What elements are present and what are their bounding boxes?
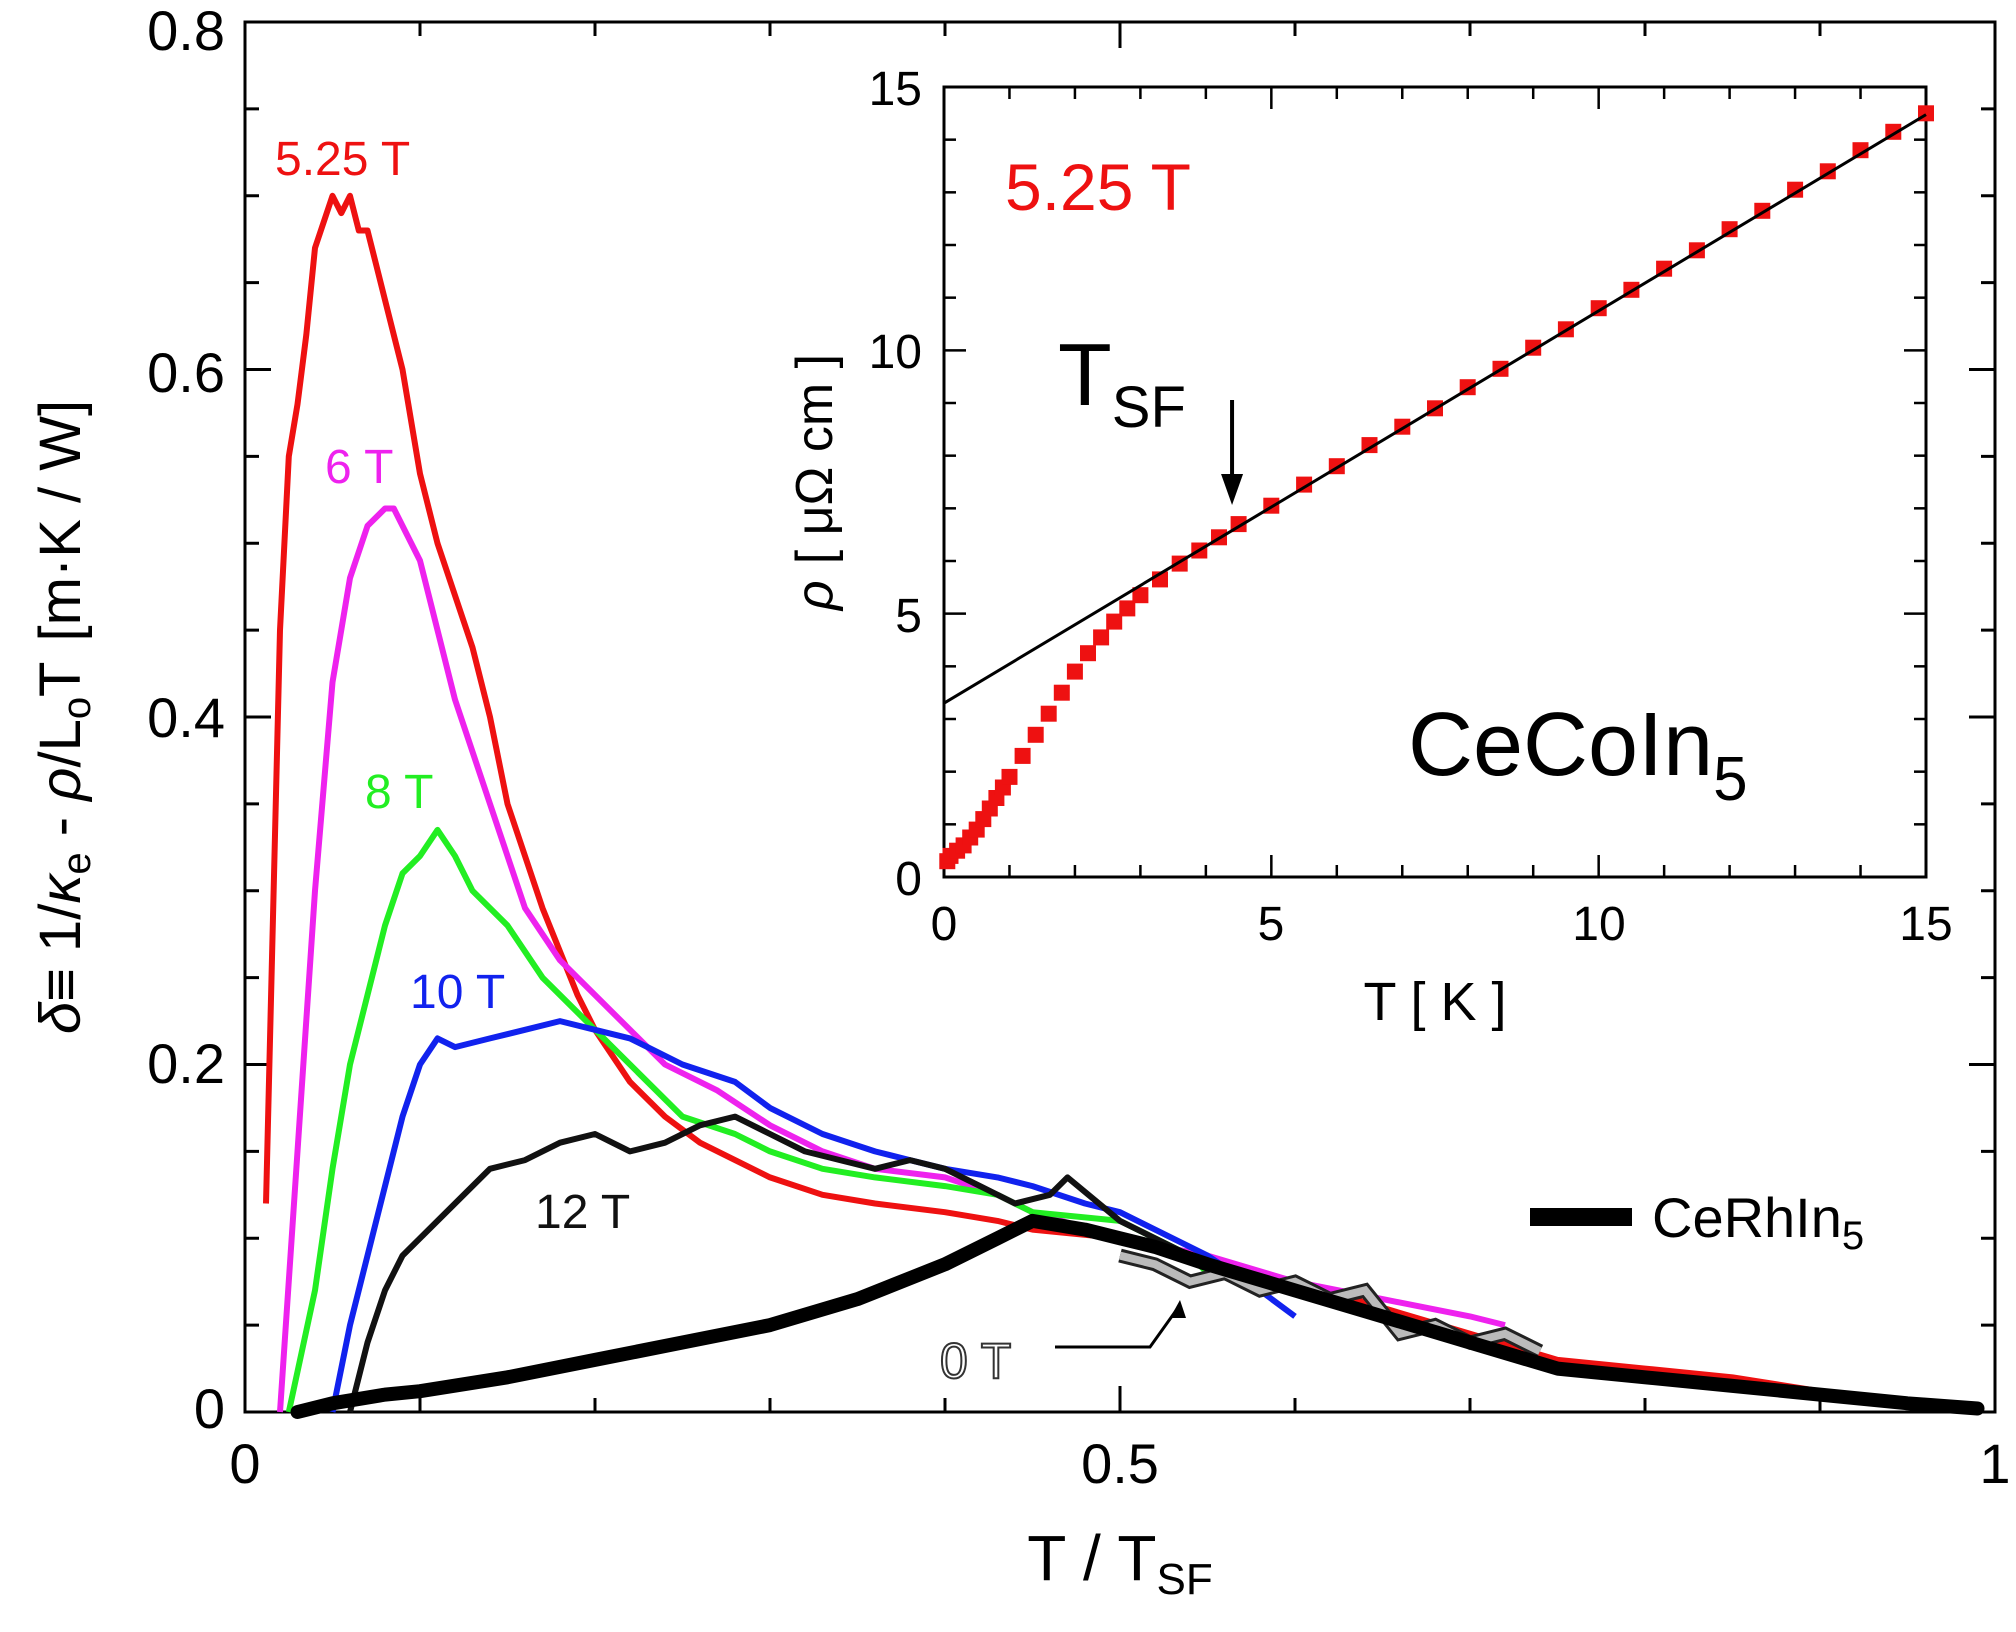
x-axis-label-sub: SF <box>1156 1555 1212 1604</box>
inset-material-label: CeCoIn5 <box>1408 695 1748 814</box>
inset-x-axis-label: T [ K ] <box>1363 972 1506 1032</box>
y-axis-label: δ≡ 1/κe - ρ/LoT[m·K / W] <box>28 400 99 1034</box>
x-axis-label: T / TSF <box>1027 1522 1212 1604</box>
inset-data-point <box>1119 600 1136 617</box>
series-label-8T: 8 T <box>365 766 433 819</box>
y-tick-label: 0.6 <box>147 341 225 404</box>
inset-plot: 0 5 10 15 0 5 10 15 T [ K ] ρ[ μΩ cm ] 5… <box>786 63 1953 1032</box>
inset-data-point <box>1066 663 1083 680</box>
inset-data-point <box>1027 726 1044 743</box>
main-series-group <box>263 192 1985 1419</box>
y-tick-label: 0.2 <box>147 1032 225 1095</box>
series-label-10T: 10 T <box>410 966 505 1019</box>
inset-y-tick-label: 0 <box>895 853 922 906</box>
inset-y-tick-label: 5 <box>895 590 922 643</box>
y-tick-label: 0.8 <box>147 0 225 62</box>
tsf-arrowhead <box>1221 474 1244 505</box>
inset-y-tick-label: 15 <box>869 63 922 116</box>
series-line-12-t <box>347 1113 1296 1413</box>
inset-data-point <box>1787 181 1804 198</box>
inset-field-label: 5.25 T <box>1005 150 1191 224</box>
series-label-5-25T: 5.25 T <box>275 133 410 186</box>
main-plot: 0 0.2 0.4 0.6 0.8 0 0.5 1 T / TSF δ≡ 1/κ… <box>28 0 2011 1604</box>
main-ticks <box>243 20 1997 1414</box>
series-label-12T: 12 T <box>535 1186 630 1239</box>
inset-data-point <box>1106 613 1123 630</box>
inset-x-tick-label: 0 <box>931 898 958 951</box>
x-tick-label: 0 <box>229 1432 260 1495</box>
y-tick-label: 0 <box>194 1377 225 1440</box>
tsf-label: TSF <box>1058 325 1186 440</box>
inset-data-point <box>1014 747 1031 764</box>
y-tick-label: 0.4 <box>147 686 225 749</box>
inset-data-point <box>1132 587 1149 604</box>
inset-fit-line <box>943 113 1927 705</box>
x-tick-label: 0.5 <box>1081 1432 1159 1495</box>
series-line-cerhin5 <box>290 1213 1985 1419</box>
inset-data-point <box>1852 142 1869 159</box>
inset-x-tick-label: 15 <box>1899 898 1952 951</box>
inset-data-point <box>1080 645 1096 662</box>
inset-y-tick-label: 10 <box>869 326 922 379</box>
inset-data-point <box>1053 684 1070 701</box>
zero-field-arrowhead <box>1170 1300 1186 1318</box>
inset-data-point <box>1001 768 1018 785</box>
inset-y-axis-label: ρ[ μΩ cm ] <box>786 354 844 612</box>
inset-x-tick-label: 10 <box>1572 898 1625 951</box>
inset-series-group <box>939 105 1934 870</box>
zero-field-arrow <box>1055 1304 1182 1349</box>
inset-x-tick-label: 5 <box>1258 898 1285 951</box>
series-label-6T: 6 T <box>325 441 393 494</box>
legend-label: CeRhIn5 <box>1652 1186 1864 1258</box>
x-tick-label: 1 <box>1979 1432 2010 1495</box>
inset-data-point <box>1040 705 1057 722</box>
inset-data-point <box>1093 629 1110 646</box>
series-label-0T: 0 T <box>940 1333 1011 1389</box>
